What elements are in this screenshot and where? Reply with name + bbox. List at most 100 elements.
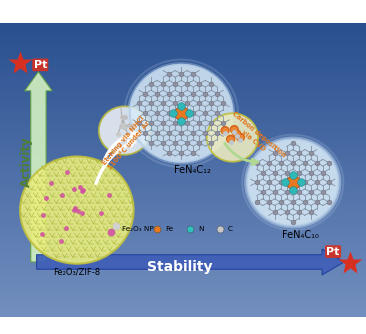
Bar (0, 267, 366, 270)
Bar (0, 156, 366, 159)
Bar (0, 73, 366, 76)
Text: C: C (228, 226, 233, 232)
Bar (0, 50, 366, 53)
Bar (0, 197, 366, 200)
Bar (0, 79, 366, 82)
Bar (0, 206, 366, 208)
Bar (0, 241, 366, 244)
Bar (0, 244, 366, 247)
Bar (0, 82, 366, 85)
Bar (0, 191, 366, 194)
Polygon shape (238, 135, 243, 141)
Circle shape (130, 65, 232, 162)
FancyArrow shape (25, 72, 52, 262)
Bar (0, 44, 366, 47)
Bar (0, 303, 366, 306)
Bar (0, 170, 366, 173)
Bar (0, 120, 366, 123)
Circle shape (207, 113, 258, 162)
Bar (0, 247, 366, 250)
Bar (0, 112, 366, 115)
Text: Fe: Fe (165, 226, 174, 232)
Bar (0, 88, 366, 91)
Bar (0, 179, 366, 182)
FancyArrow shape (37, 249, 344, 275)
Circle shape (99, 106, 150, 155)
Bar (0, 64, 366, 67)
Bar (0, 256, 366, 259)
Bar (0, 276, 366, 279)
Polygon shape (233, 130, 241, 138)
Bar (0, 182, 366, 185)
Bar (0, 70, 366, 73)
Bar (0, 141, 366, 144)
Polygon shape (227, 135, 235, 143)
Bar (0, 162, 366, 164)
Bar (0, 103, 366, 106)
Bar (0, 265, 366, 267)
Text: FeN₄C₁₂: FeN₄C₁₂ (174, 165, 210, 175)
Polygon shape (234, 132, 240, 137)
Bar (0, 253, 366, 256)
Bar (0, 109, 366, 112)
Bar (0, 29, 366, 32)
Bar (0, 300, 366, 303)
Bar (0, 167, 366, 170)
Bar (0, 26, 366, 29)
Bar (0, 85, 366, 88)
Bar (0, 188, 366, 191)
Bar (0, 67, 366, 70)
Bar (0, 238, 366, 241)
Bar (0, 250, 366, 253)
Text: Stability: Stability (147, 260, 212, 274)
Text: Carbon deposition
via CVD: Carbon deposition via CVD (226, 111, 287, 165)
Bar (0, 173, 366, 176)
Bar (0, 309, 366, 311)
Bar (0, 220, 366, 223)
Bar (0, 194, 366, 197)
Bar (0, 129, 366, 132)
Bar (0, 229, 366, 232)
Bar (0, 232, 366, 235)
Text: Etching via NHCl
1100°C under Ar: Etching via NHCl 1100°C under Ar (101, 115, 152, 171)
Bar (0, 35, 366, 38)
Bar (0, 47, 366, 50)
Bar (0, 91, 366, 94)
Bar (0, 164, 366, 167)
Polygon shape (230, 126, 238, 133)
Text: Fe₂O₃ NP: Fe₂O₃ NP (122, 226, 153, 232)
Bar (0, 123, 366, 126)
Bar (0, 211, 366, 214)
Bar (0, 159, 366, 162)
Bar (0, 126, 366, 129)
Bar (0, 150, 366, 153)
Bar (0, 100, 366, 103)
Bar (0, 118, 366, 120)
Bar (0, 291, 366, 294)
Text: Activity: Activity (20, 136, 33, 187)
Bar (0, 41, 366, 44)
Text: Pt: Pt (326, 246, 340, 257)
Bar (0, 61, 366, 64)
Polygon shape (231, 127, 237, 133)
Bar (0, 208, 366, 211)
Bar (0, 94, 366, 97)
Bar (0, 97, 366, 100)
Bar (0, 288, 366, 291)
Bar (0, 311, 366, 314)
Bar (0, 235, 366, 238)
Circle shape (247, 139, 339, 226)
Bar (0, 38, 366, 41)
Bar (0, 223, 366, 226)
Bar (0, 185, 366, 188)
Circle shape (20, 157, 134, 264)
Bar (0, 282, 366, 285)
Bar (0, 56, 366, 59)
Bar (0, 138, 366, 141)
Bar (0, 153, 366, 156)
Bar (0, 285, 366, 288)
Polygon shape (222, 128, 228, 134)
Bar (0, 135, 366, 138)
Bar (0, 106, 366, 109)
Bar (0, 147, 366, 150)
